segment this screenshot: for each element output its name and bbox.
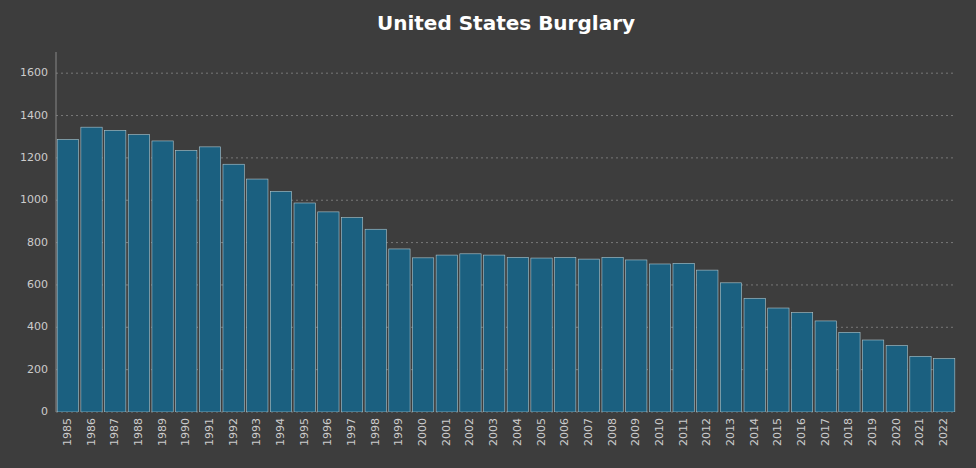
bar [318,212,339,412]
chart-svg: 0 200 400 600 800 1000 1200 1400 1600 1985 1986 198… [0,0,976,468]
x-tick-label: 2011 [677,418,690,446]
bar [791,313,812,412]
bar [886,346,907,412]
bar [128,135,149,412]
bar [389,249,410,412]
x-tick-label: 2014 [748,418,761,446]
bar [578,259,599,412]
y-tick-label: 0 [41,405,48,418]
x-tick-label: 1992 [227,418,240,446]
bar [531,258,552,412]
x-tick-label: 2020 [890,418,903,446]
bar [720,283,741,412]
x-tick-label: 1993 [250,418,263,446]
x-tick-label: 2021 [913,418,926,446]
x-tick-label: 2004 [511,418,524,446]
bar [862,340,883,412]
grid-line [56,73,956,74]
bar [270,191,291,412]
x-tick-label: 1998 [369,418,382,446]
x-tick-label: 1988 [132,418,145,446]
y-tick-label: 1400 [20,109,48,122]
bar [152,141,173,412]
bar [910,356,931,412]
x-tick-label: 2002 [463,418,476,446]
x-tick-label: 2016 [795,418,808,446]
bar [649,264,670,412]
bar [507,257,528,412]
x-tick-label: 2019 [866,418,879,446]
bar [768,308,789,412]
x-tick-label: 2001 [440,418,453,446]
x-tick-label: 1996 [321,418,334,446]
x-tick-label: 2018 [842,418,855,446]
y-tick-label: 800 [27,236,48,249]
x-tick-label: 1990 [179,418,192,446]
y-tick-label: 1200 [20,151,48,164]
x-tick-label: 2000 [416,418,429,446]
x-tick-label: 2013 [724,418,737,446]
x-tick-label: 2005 [535,418,548,446]
x-tick-label: 2007 [582,418,595,446]
y-grid [56,73,956,412]
x-tick-label: 1987 [108,418,121,446]
bar [223,164,244,412]
bar [839,332,860,412]
bar [105,130,126,412]
x-tick-label: 1999 [392,418,405,446]
bar [673,263,694,412]
y-tick-label: 200 [27,363,48,376]
background [0,0,976,468]
bar [365,229,386,412]
x-tick-label: 1994 [274,418,287,446]
y-tick-label: 400 [27,320,48,333]
chart-container: 0 200 400 600 800 1000 1200 1400 1600 1985 1986 198… [0,0,976,468]
y-tick-label: 600 [27,278,48,291]
x-tick-label: 2022 [937,418,950,446]
x-tick-label: 1991 [203,418,216,446]
bar [460,254,481,412]
bar [81,127,102,412]
x-tick-label: 2012 [700,418,713,446]
x-tick-label: 2008 [606,418,619,446]
y-tick-label: 1000 [20,193,48,206]
x-tick-label: 2006 [558,418,571,446]
x-tick-label: 1997 [345,418,358,446]
x-tick-label: 1989 [156,418,169,446]
bar [602,257,623,412]
bar [744,298,765,412]
bar [247,179,268,412]
bar [934,359,955,412]
bar [697,270,718,412]
x-tick-label: 2015 [771,418,784,446]
bars [57,127,955,412]
bar [412,258,433,412]
x-tick-label: 1986 [85,418,98,446]
x-tick-label: 2010 [653,418,666,446]
y-tick-label: 1600 [20,66,48,79]
bar [199,147,220,412]
bar [57,139,78,412]
bar [436,255,457,412]
x-tick-label: 2003 [487,418,500,446]
x-tick-label: 1985 [61,418,74,446]
grid-line [56,115,956,116]
x-tick-label: 2009 [629,418,642,446]
x-tick-label: 1995 [298,418,311,446]
bar [294,203,315,412]
bar [484,255,505,412]
bar [555,258,576,412]
x-tick-label: 2017 [819,418,832,446]
y-axis-line [56,52,57,412]
bar [815,321,836,412]
bar [626,260,647,412]
chart-title: United States Burglary [377,11,635,35]
bar [176,150,197,412]
bar [341,218,362,412]
